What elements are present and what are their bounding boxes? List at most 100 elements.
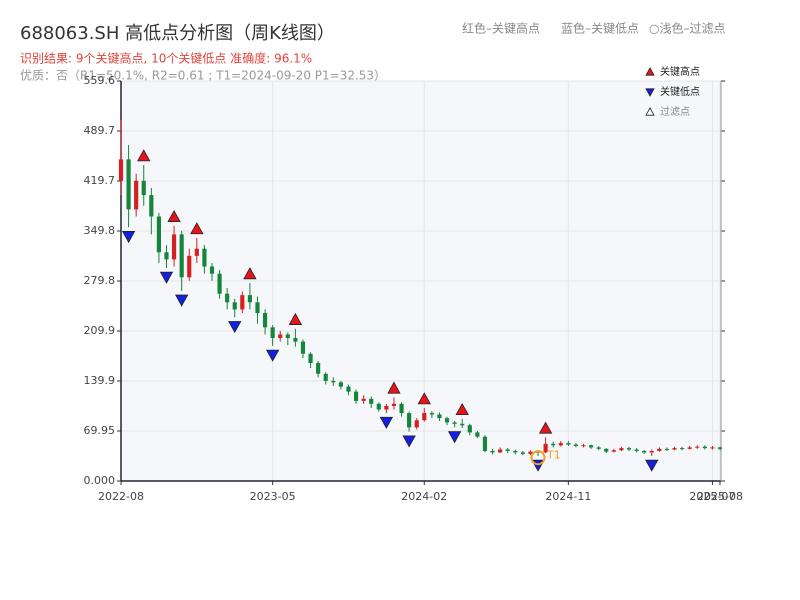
note: 优质：否（R1=50.1%, R2=0.61 ; T1=2024-09-20 P… bbox=[20, 69, 386, 83]
candle-body bbox=[626, 448, 632, 450]
candle-body bbox=[695, 446, 700, 448]
candle-body bbox=[232, 302, 237, 310]
key-point-marker bbox=[538, 421, 553, 434]
candle-body bbox=[422, 413, 427, 421]
candle-body bbox=[467, 425, 472, 433]
candle-body bbox=[505, 449, 510, 451]
candle-body bbox=[460, 423, 465, 426]
candle-body bbox=[589, 445, 594, 448]
candle-body bbox=[672, 448, 677, 450]
candle-body bbox=[702, 446, 707, 449]
candle-body bbox=[604, 448, 609, 452]
candle-body bbox=[573, 444, 579, 446]
candle-body bbox=[634, 449, 639, 451]
candle-body bbox=[391, 403, 397, 406]
key-point-marker bbox=[228, 321, 242, 334]
candle-body bbox=[331, 380, 336, 383]
legend-label: 过滤点 bbox=[660, 105, 690, 118]
x-tick-label: 2025-08 bbox=[697, 490, 743, 503]
y-tick-label: 279.8 bbox=[84, 274, 116, 287]
candle-body bbox=[596, 447, 601, 449]
candle-body bbox=[611, 450, 616, 452]
candle-body bbox=[414, 420, 419, 428]
candle-body bbox=[285, 334, 290, 339]
candle-body bbox=[202, 248, 207, 267]
key-point-marker bbox=[455, 402, 469, 416]
candle-body bbox=[429, 413, 434, 415]
candle-body bbox=[247, 295, 252, 303]
key-point-marker bbox=[190, 222, 204, 235]
candle-body bbox=[513, 450, 518, 453]
candle-body bbox=[316, 363, 321, 374]
candle-body bbox=[498, 449, 503, 453]
candle-body bbox=[437, 414, 442, 419]
candle-body bbox=[346, 386, 351, 392]
candle-body bbox=[255, 302, 260, 314]
x-tick-label: 2024-02 bbox=[401, 490, 447, 503]
key-point-marker bbox=[387, 381, 401, 394]
y-tick-label: 209.9 bbox=[84, 324, 116, 337]
candle-body bbox=[171, 234, 177, 260]
legend-marker bbox=[645, 67, 655, 76]
legend-marker bbox=[645, 107, 655, 116]
candle-body bbox=[149, 195, 154, 217]
legend-marker bbox=[645, 88, 655, 97]
candle-body bbox=[156, 216, 161, 253]
candle-body bbox=[558, 443, 563, 446]
candle-body bbox=[338, 382, 343, 387]
candle-body bbox=[399, 403, 404, 414]
key-point-marker bbox=[645, 459, 659, 472]
candle-body bbox=[566, 443, 571, 445]
key-point-marker bbox=[121, 231, 136, 244]
candle-body bbox=[482, 436, 488, 451]
candle-body bbox=[543, 443, 548, 453]
key-point-marker bbox=[402, 435, 416, 448]
y-tick-label: 0.000 bbox=[84, 474, 116, 487]
candle-body bbox=[444, 418, 450, 423]
key-point-marker bbox=[417, 392, 431, 405]
candle-body bbox=[687, 447, 692, 449]
candle-body bbox=[369, 398, 374, 404]
annotation-label: T1 bbox=[546, 449, 561, 462]
key-point-marker bbox=[447, 431, 462, 444]
candle-body bbox=[353, 391, 359, 401]
y-tick-label: 139.9 bbox=[84, 374, 116, 387]
key-point-marker bbox=[137, 149, 151, 162]
header-label: 蓝色–关键低点 bbox=[561, 22, 639, 36]
y-tick-label: 559.6 bbox=[84, 74, 116, 87]
key-point-marker bbox=[167, 209, 181, 223]
candle-body bbox=[619, 448, 624, 451]
candle-body bbox=[680, 448, 685, 450]
header-label: 红色–关键高点 bbox=[462, 21, 540, 36]
legend-label: 关键低点 bbox=[660, 85, 700, 98]
legend-label: 关键高点 bbox=[660, 65, 700, 78]
candle-body bbox=[194, 248, 199, 256]
candle-body bbox=[270, 327, 275, 339]
candle-body bbox=[528, 451, 533, 454]
candle-body bbox=[717, 447, 723, 449]
candle-body bbox=[475, 432, 480, 437]
candle-body bbox=[649, 450, 654, 453]
candle-body bbox=[308, 353, 313, 364]
candle-body bbox=[240, 295, 245, 310]
header-label: ○浅色–过滤点 bbox=[649, 22, 725, 36]
x-tick-label: 2025-07 bbox=[689, 490, 735, 503]
candle-body bbox=[217, 273, 222, 294]
x-tick-label: 2024-11 bbox=[545, 490, 591, 503]
candle-body bbox=[187, 255, 192, 278]
candle-body bbox=[262, 313, 268, 328]
candle-body bbox=[179, 234, 184, 278]
key-point-marker bbox=[265, 349, 280, 362]
candle-body bbox=[126, 159, 131, 210]
candle-body bbox=[293, 338, 298, 342]
candle-body bbox=[225, 293, 230, 303]
y-tick-label: 349.8 bbox=[84, 224, 116, 237]
key-point-marker bbox=[243, 267, 257, 280]
candle-body bbox=[520, 452, 525, 454]
candle-body bbox=[323, 373, 328, 381]
candle-body bbox=[300, 341, 306, 354]
candle-body bbox=[642, 450, 647, 453]
candle-body bbox=[664, 448, 670, 450]
